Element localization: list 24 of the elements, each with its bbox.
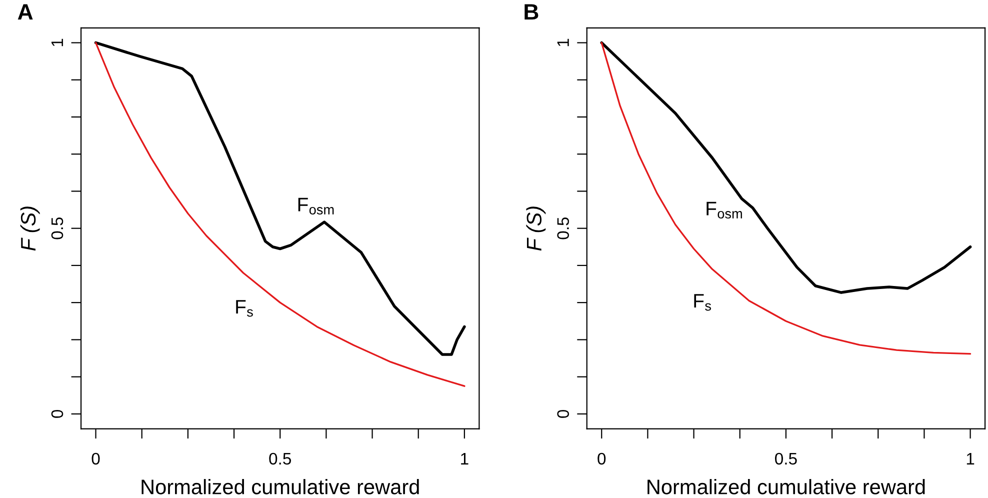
y-tick-label: 1 [52, 38, 63, 46]
y-tick-label: 1 [557, 38, 569, 46]
x-tick-label: 0 [92, 452, 100, 465]
chart-title: B [524, 4, 538, 20]
y-tick-label: 0 [51, 410, 64, 418]
x-axis-title: Normalized cumulative reward [142, 479, 419, 494]
x-tick-label: 0.5 [269, 452, 291, 465]
y-tick-label: 0 [557, 410, 569, 418]
x-axis-title: Normalized cumulative reward [648, 479, 925, 494]
x-tick-label: 1 [966, 453, 974, 464]
y-axis-title: F (S) [20, 206, 40, 251]
series-label: F$_{osm}$ [706, 202, 742, 218]
y-tick-label: 0.5 [51, 217, 64, 240]
line-series [600, 42, 972, 355]
series-label: F$_{s}$ [694, 294, 711, 311]
x-tick-label: 0 [598, 452, 606, 465]
chart-title: A [18, 4, 33, 20]
line-series [600, 41, 972, 294]
x-tick-label: 1 [461, 453, 468, 464]
y-tick-label: 0.5 [557, 217, 569, 240]
y-axis-title: F (S) [526, 206, 546, 251]
series-label: F$_{osm}$ [298, 198, 334, 214]
x-tick-label: 0.5 [775, 452, 797, 465]
series-label: F$_{s}$ [236, 300, 253, 317]
